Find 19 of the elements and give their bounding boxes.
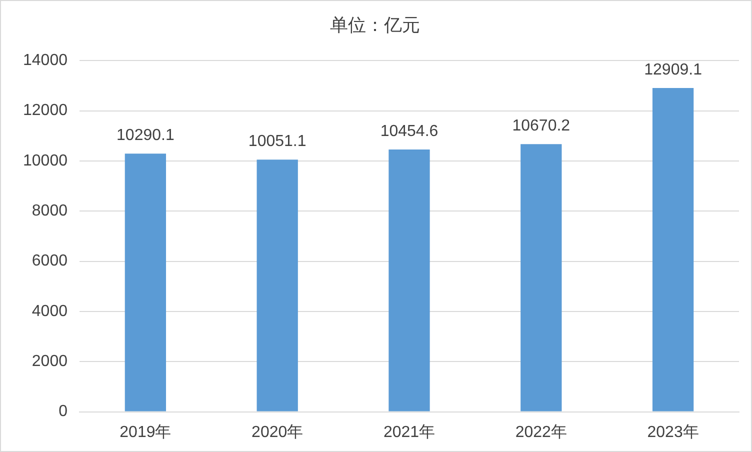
data-label: 10051.1 (248, 133, 306, 150)
y-tick-label: 12000 (22, 102, 68, 120)
data-label: 12909.1 (644, 61, 702, 78)
data-label: 10454.6 (380, 122, 438, 140)
y-tick-label: 10000 (22, 152, 68, 170)
y-tick-label: 14000 (22, 52, 68, 70)
data-label: 10670.2 (512, 118, 570, 135)
data-label: 10290.1 (116, 127, 174, 144)
y-tick-label: 4000 (32, 302, 68, 320)
x-tick-label: 2021年 (383, 424, 436, 441)
x-tick-label: 2019年 (120, 424, 172, 441)
x-tick-label: 2020年 (252, 424, 304, 441)
chart-title: 单位：亿元 (330, 14, 420, 35)
y-tick-label: 2000 (32, 353, 68, 370)
x-tick-label: 2022年 (515, 424, 567, 441)
y-tick-label: 6000 (32, 252, 68, 270)
x-tick-label: 2023年 (647, 424, 699, 441)
y-tick-label: 8000 (32, 202, 68, 220)
y-tick-label: 0 (58, 403, 68, 420)
